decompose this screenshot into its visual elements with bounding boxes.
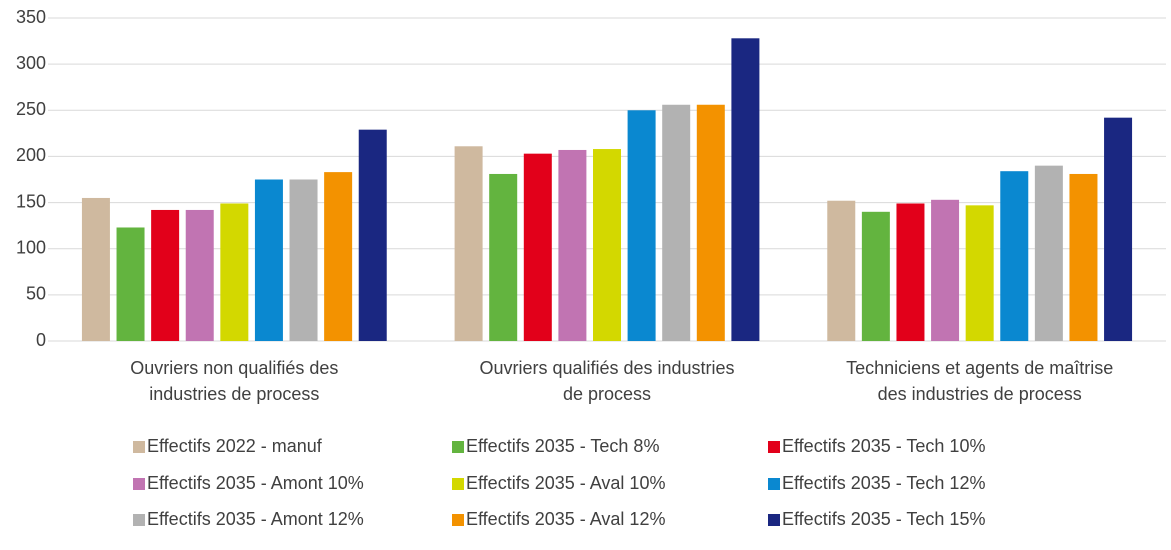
- bar: [896, 203, 925, 341]
- x-tick-label: Ouvriers qualifiés des industries de proc…: [479, 358, 734, 404]
- bar: [827, 200, 856, 341]
- legend-label: Effectifs 2035 - Aval 10%: [466, 473, 665, 493]
- legend-label: Effectifs 2035 - Tech 8%: [466, 436, 659, 456]
- bar: [696, 104, 725, 342]
- bar: [593, 149, 621, 341]
- legend-swatch: [133, 441, 145, 453]
- legend-label: Effectifs 2022 - manuf: [147, 436, 323, 456]
- legend-swatch: [768, 441, 780, 453]
- x-tick-label: Techniciens et agents de maîtrise des ind…: [846, 358, 1113, 404]
- bar: [558, 149, 587, 341]
- y-tick-label: 100: [16, 237, 46, 257]
- bar: [1104, 117, 1133, 341]
- bar: [81, 197, 110, 341]
- y-tick-label: 50: [26, 284, 46, 304]
- legend-swatch: [133, 514, 145, 526]
- y-tick-label: 150: [16, 191, 46, 211]
- legend-label: Effectifs 2035 - Amont 12%: [147, 509, 364, 529]
- bar: [454, 146, 483, 341]
- bar: [324, 172, 353, 341]
- legend-swatch: [452, 478, 464, 490]
- y-tick-label: 350: [16, 7, 46, 27]
- bar: [1034, 165, 1063, 341]
- bar: [662, 104, 691, 342]
- legend-label: Effectifs 2035 - Aval 12%: [466, 509, 665, 529]
- legend-label: Effectifs 2035 - Tech 15%: [782, 509, 985, 529]
- legend-label: Effectifs 2035 - Tech 10%: [782, 436, 985, 456]
- bar: [627, 110, 656, 342]
- bar: [523, 153, 552, 341]
- legend-swatch: [452, 441, 464, 453]
- legend-swatch: [133, 478, 145, 490]
- y-tick-label: 300: [16, 53, 46, 73]
- x-tick-label: Ouvriers non qualifiés des industries de …: [130, 358, 338, 404]
- bar: [185, 209, 214, 341]
- y-tick-label: 250: [16, 99, 46, 119]
- bar: [220, 203, 249, 341]
- bar: [489, 173, 518, 341]
- legend-swatch: [768, 514, 780, 526]
- y-tick-label: 200: [16, 145, 46, 165]
- bar: [965, 205, 994, 341]
- legend-label: Effectifs 2035 - Tech 12%: [782, 473, 985, 493]
- bar: [358, 129, 387, 341]
- legend-swatch: [768, 478, 780, 490]
- bar: [116, 227, 145, 341]
- legend-swatch: [452, 514, 464, 526]
- bar: [1000, 171, 1029, 341]
- bar: [151, 209, 180, 341]
- bar: [254, 179, 283, 341]
- legend-label: Effectifs 2035 - Amont 10%: [147, 473, 364, 493]
- bar: [731, 38, 760, 341]
- bar: [1069, 173, 1098, 341]
- bar: [289, 179, 318, 341]
- y-tick-label: 0: [36, 330, 46, 350]
- bar: [861, 211, 890, 341]
- bar: [931, 199, 960, 341]
